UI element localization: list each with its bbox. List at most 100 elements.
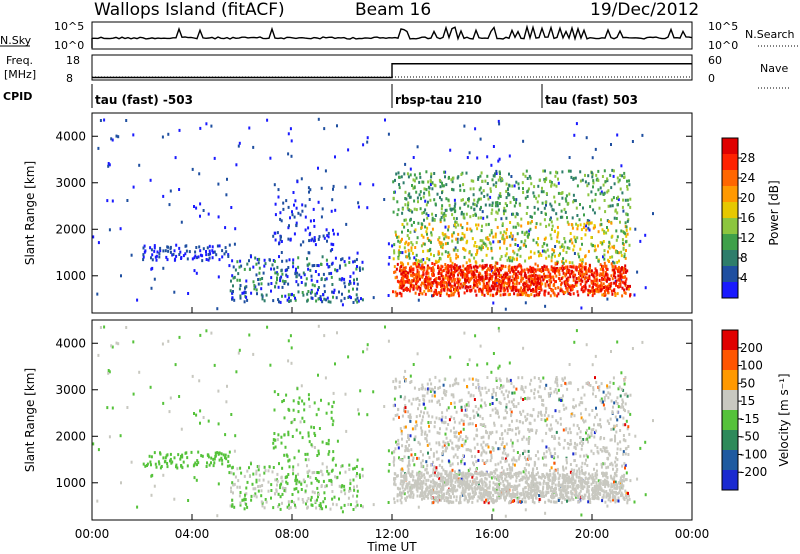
heatmap-cell [473,268,476,272]
heatmap-cell [616,269,619,273]
heatmap-cell [455,430,458,434]
heatmap-cell [558,277,561,281]
heatmap-cell [328,479,331,483]
heatmap-cell [387,242,390,246]
heatmap-cell [462,422,465,426]
heatmap-cell [585,431,587,435]
heatmap-cell [491,256,494,260]
heatmap-cell [504,307,507,311]
heatmap-cell [522,470,525,474]
heatmap-cell [218,458,221,462]
heatmap-cell [590,236,593,239]
heatmap-cell [417,221,420,225]
heatmap-cell [583,265,586,269]
heatmap-cell [524,231,527,235]
heatmap-cell [482,440,485,444]
heatmap-cell [409,434,412,438]
heatmap-cell [564,381,567,385]
heatmap-cell [449,463,452,467]
heatmap-cell [600,382,603,386]
heatmap-cell [615,229,618,233]
heatmap-cell [398,253,401,257]
heatmap-cell [252,280,255,284]
heatmap-cell [150,474,153,478]
heatmap-cell [391,451,394,455]
heatmap-cell [569,381,572,385]
heatmap-cell [550,427,553,431]
heatmap-cell [574,240,577,244]
heatmap-cell [581,385,584,389]
heatmap-cell [276,272,279,276]
heatmap-cell [440,207,443,211]
heatmap-cell [402,274,405,278]
heatmap-cell [418,292,421,296]
heatmap-cell [615,250,617,254]
heatmap-cell [277,492,280,496]
heatmap-cell [604,180,607,184]
heatmap-cell [534,262,537,266]
heatmap-cell [544,169,546,173]
heatmap-cell [546,417,549,421]
heatmap-cell [438,477,441,481]
heatmap-cell [115,134,118,138]
heatmap-cell [616,196,618,200]
heatmap-cell [590,449,593,453]
heatmap-cell [564,210,567,214]
colorbar-tick-label: 4 [740,271,748,285]
heatmap-cell [501,385,504,389]
heatmap-cell [550,454,552,458]
heatmap-cell [227,255,230,258]
heatmap-cell [126,406,129,409]
heatmap-cell [559,215,562,219]
heatmap-cell [515,278,518,281]
heatmap-cell [576,236,579,240]
heatmap-cell [573,133,576,137]
heatmap-cell [438,178,441,182]
heatmap-cell [558,202,561,206]
heatmap-cell [287,226,290,230]
heatmap-cell [460,173,463,176]
heatmap-cell [443,288,446,292]
heatmap-cell [539,277,542,281]
heatmap-cell [399,468,402,472]
heatmap-cell [452,395,455,399]
heatmap-cell [539,494,542,498]
heatmap-cell [395,294,398,298]
heatmap-cell [158,252,161,256]
heatmap-cell [349,482,352,486]
heatmap-cell [526,189,529,193]
heatmap-cell [494,279,497,283]
heatmap-cell [596,284,599,288]
heatmap-cell [396,200,399,204]
heatmap-cell [559,266,562,270]
heatmap-cell [599,272,602,276]
heatmap-cell [297,283,300,287]
heatmap-cell [407,175,410,179]
heatmap-cell [393,403,396,407]
heatmap-cell [607,465,610,469]
heatmap-cell [537,286,540,290]
heatmap-cell [490,476,493,480]
heatmap-cell [511,391,514,395]
heatmap-cell [575,329,578,333]
y-tick-label: 4000 [55,129,86,143]
heatmap-cell [424,292,427,296]
heatmap-cell [453,198,456,202]
heatmap-cell [149,385,152,389]
heatmap-cell [542,190,545,194]
heatmap-cell [246,469,249,473]
heatmap-cell [520,240,523,244]
heatmap-cell [220,452,223,456]
heatmap-cell [527,187,530,191]
heatmap-cell [529,282,532,286]
heatmap-cell [324,278,327,282]
heatmap-cell [616,176,619,180]
heatmap-cell [206,461,208,465]
heatmap-cell [502,293,505,297]
heatmap-cell [480,453,483,457]
heatmap-cell [411,251,414,255]
heatmap-cell [602,282,605,286]
heatmap-cell [610,461,613,465]
heatmap-cell [466,414,469,418]
heatmap-cell [408,463,411,466]
